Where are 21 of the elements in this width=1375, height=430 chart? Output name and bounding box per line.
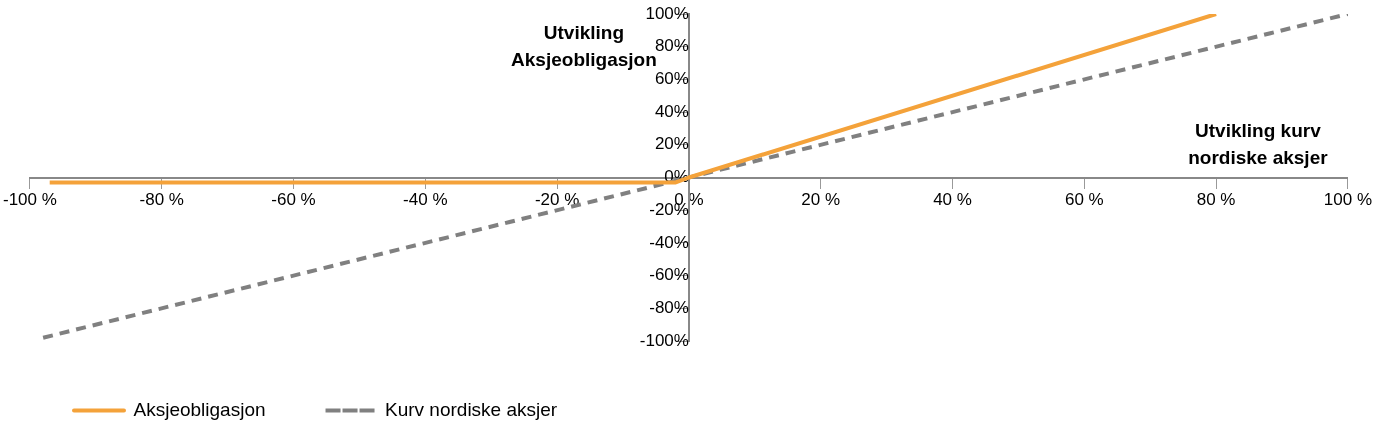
y-tick-label: -80% [649,297,689,317]
x-axis-title: Utvikling kurv nordiske aksjer [1188,119,1329,168]
y-tick-label: -60% [649,265,689,285]
y-tick-label: 100% [645,3,689,23]
x-tick-label: 80 % [1196,190,1236,210]
y-tick-label: 20% [654,134,689,154]
x-tick-label: -40 % [403,190,448,210]
x-tick-label: -100 % [2,190,57,210]
x-tick-label: 20 % [801,190,841,210]
y-tick-label: -100% [639,330,689,350]
x-tick-label: 100 % [1323,190,1372,210]
y-tick-label: 60% [654,69,689,89]
y-tick-label: 80% [654,36,689,56]
legend-label: Kurv nordiske aksjer [385,398,558,420]
y-tick-label: -40% [649,232,689,252]
y-tick-label: 40% [654,101,689,121]
x-tick-label: -60 % [271,190,316,210]
x-tick-label: -80 % [139,190,184,210]
legend-label: Aksjeobligasjon [133,398,266,420]
x-tick-label: 40 % [933,190,972,210]
x-tick-label: 60 % [1064,190,1104,210]
